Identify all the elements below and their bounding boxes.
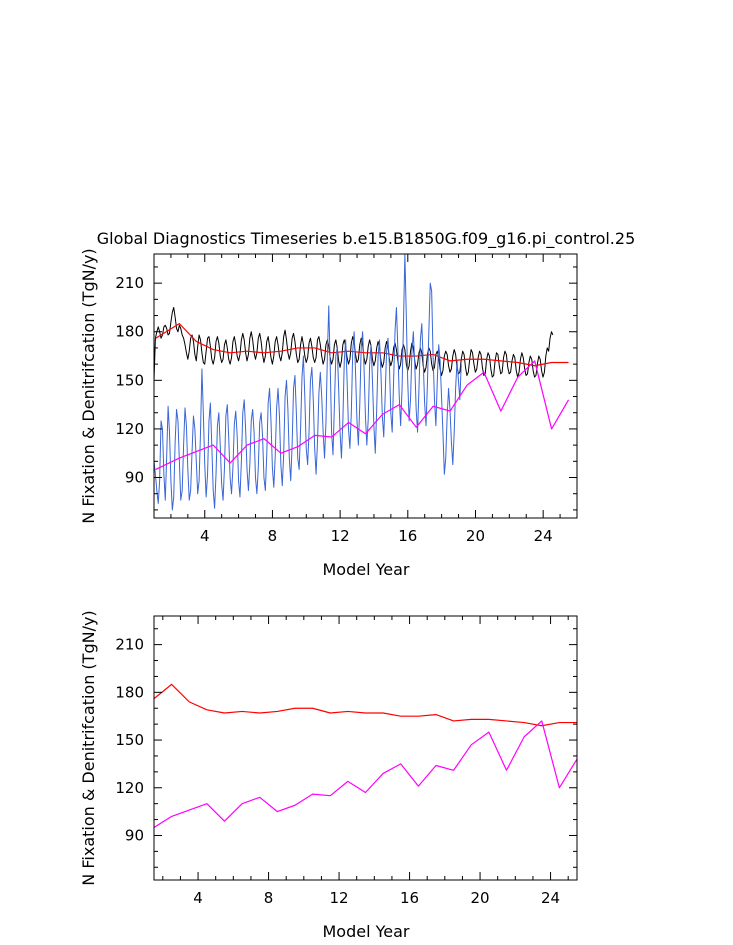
chart-title: Global Diagnostics Timeseries b.e15.B185…: [97, 229, 636, 249]
bottom-x-tick-label: 12: [330, 889, 349, 907]
bottom-y-axis-label: N Fixation & Denitrifcation (TgN/y): [79, 610, 98, 885]
top-x-tick-label: 12: [331, 527, 350, 545]
top-x-tick-label: 8: [268, 527, 278, 545]
top-series-n-fixation-annual: [155, 360, 570, 470]
bottom-x-tick-label: 4: [193, 889, 203, 907]
bottom-y-tick-label: 180: [115, 683, 144, 701]
top-x-tick-label: 20: [466, 527, 485, 545]
bottom-series-denitrification-annual: [154, 683, 577, 727]
top-panel: 4 8 12 16 20 24 90 120 150 180 210 Model Year N Fi…: [79, 248, 578, 579]
top-y-tick-label: 180: [115, 323, 144, 341]
bottom-x-axis-label: Model Year: [323, 922, 410, 941]
bottom-y-tick-label: 120: [115, 779, 144, 797]
top-series-layer: [154, 254, 570, 511]
top-series-n-fixation-monthly: [154, 254, 462, 511]
bottom-ticks: 4 8 12 16 20 24 90 120 150 180 210: [115, 616, 577, 907]
bottom-y-tick-label: 150: [115, 731, 144, 749]
top-ticks: 4 8 12 16 20 24 90 120 150 180 210: [115, 254, 578, 545]
bottom-y-tick-label: 210: [115, 636, 144, 654]
top-y-tick-label: 210: [115, 274, 144, 292]
bottom-x-tick-label: 24: [541, 889, 560, 907]
bottom-plot-frame: [153, 615, 578, 881]
top-x-axis-label: Model Year: [323, 560, 410, 579]
bottom-y-tick-label: 90: [125, 826, 144, 844]
bottom-panel: 4 8 12 16 20 24 90 120 150 180 210 Model Year N Fi…: [79, 610, 578, 941]
top-y-axis-label: N Fixation & Denitrifcation (TgN/y): [79, 248, 98, 523]
bottom-x-tick-label: 20: [471, 889, 490, 907]
top-x-tick-label: 16: [398, 527, 417, 545]
top-x-tick-label: 4: [200, 527, 210, 545]
bottom-series-n-fixation-annual: [154, 720, 577, 829]
top-x-tick-label: 24: [534, 527, 553, 545]
top-plot-frame: [153, 253, 578, 519]
top-y-tick-label: 150: [115, 371, 144, 389]
top-y-tick-label: 90: [125, 469, 144, 487]
bottom-series-layer: [154, 683, 577, 829]
bottom-x-tick-label: 8: [264, 889, 274, 907]
top-series-denitrification-annual: [155, 323, 569, 367]
top-y-tick-label: 120: [115, 420, 144, 438]
bottom-x-tick-label: 16: [400, 889, 419, 907]
